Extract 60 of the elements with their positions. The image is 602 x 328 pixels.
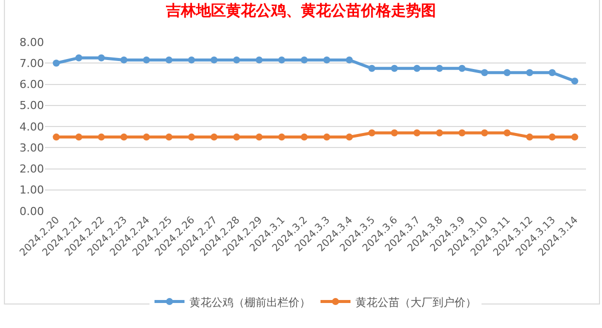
y-tick-label: 5.00	[20, 99, 44, 112]
point	[256, 134, 263, 141]
point	[548, 69, 556, 76]
point	[165, 134, 172, 141]
y-tick-label: 6.00	[20, 78, 44, 92]
point	[504, 129, 511, 136]
point	[436, 129, 443, 136]
point	[458, 129, 466, 136]
point	[458, 64, 466, 72]
point	[98, 54, 105, 62]
point	[548, 134, 556, 141]
point	[323, 134, 330, 141]
point	[188, 56, 196, 64]
point	[390, 64, 398, 72]
y-tick-label: 0.00	[20, 204, 44, 218]
point	[120, 134, 128, 141]
y-tick-label: 7.00	[20, 56, 44, 70]
point	[368, 129, 376, 136]
point	[481, 129, 488, 136]
point	[368, 64, 376, 72]
point	[346, 134, 353, 141]
point	[98, 134, 105, 141]
point	[300, 56, 308, 64]
point	[256, 56, 263, 64]
y-tick-label: 2.00	[20, 162, 44, 176]
y-tick-label: 1.00	[20, 184, 44, 197]
point	[323, 56, 330, 64]
chart-title: 吉林地区黄花公鸡、黄花公苗价格走势图	[165, 1, 436, 20]
point	[75, 134, 82, 141]
point	[52, 60, 60, 67]
point	[413, 129, 420, 136]
legend-label: 黄花公鸡（棚前出栏价）	[190, 296, 310, 309]
point	[142, 56, 150, 64]
point	[436, 64, 443, 72]
point	[481, 69, 488, 76]
point	[413, 64, 420, 72]
point	[52, 134, 60, 141]
point	[300, 134, 308, 141]
point	[142, 134, 150, 141]
point	[75, 54, 82, 62]
y-tick-label: 3.00	[20, 141, 44, 154]
point	[571, 78, 578, 85]
point	[526, 69, 534, 76]
point	[233, 56, 240, 64]
point	[165, 56, 172, 64]
point	[346, 56, 353, 64]
y-tick-label: 4.00	[20, 120, 44, 134]
point	[571, 134, 578, 141]
point	[278, 134, 286, 141]
y-tick-label: 8.00	[20, 36, 44, 49]
point	[188, 134, 196, 141]
point	[233, 134, 240, 141]
point	[390, 129, 398, 136]
point	[526, 134, 534, 141]
point	[504, 69, 511, 76]
point	[120, 56, 128, 64]
point	[210, 134, 218, 141]
point	[278, 56, 286, 64]
legend-label: 黄花公苗（大厂到户价）	[356, 296, 476, 309]
point	[210, 56, 218, 64]
